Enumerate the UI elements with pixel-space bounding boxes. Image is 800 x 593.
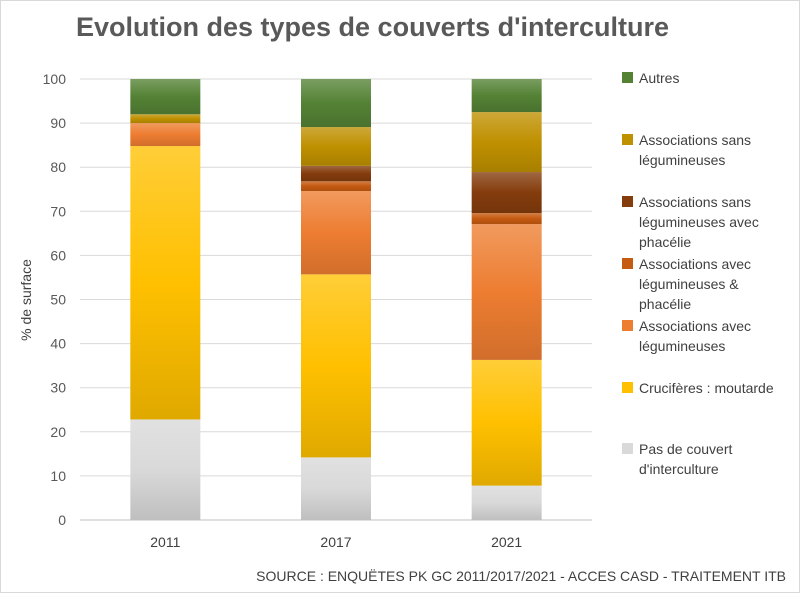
y-tick-label: 80 (50, 159, 66, 175)
bar-segment (301, 457, 371, 520)
y-tick-label: 90 (50, 115, 66, 131)
bar-segment (130, 123, 201, 147)
y-tick-label: 100 (43, 71, 67, 87)
bar-segment (130, 114, 201, 124)
bar-segment (471, 79, 542, 113)
legend-swatch (622, 320, 633, 331)
source-note: SOURCE : ENQUËTES PK GC 2011/2017/2021 -… (256, 568, 786, 584)
x-tick-label: 2021 (491, 534, 522, 550)
legend-swatch (622, 72, 633, 83)
legend-swatch (622, 196, 633, 207)
legend-swatch (622, 443, 633, 454)
y-tick-label: 20 (50, 424, 66, 440)
y-tick-label: 50 (50, 292, 66, 308)
legend-label: Associations avec légumineuses & phacéli… (639, 256, 752, 312)
bar-segment (301, 79, 371, 128)
bar-segment (301, 165, 371, 182)
y-tick-label: 60 (50, 247, 66, 263)
bar-segment (301, 274, 371, 458)
legend-label: Associations sans légumineuses avec phac… (639, 194, 759, 250)
legend-label: Pas de couvert d'interculture (639, 441, 733, 477)
bar-segment (301, 181, 371, 192)
legend-swatch (622, 382, 633, 393)
bar-segment (130, 146, 201, 420)
bar-segment (130, 419, 201, 520)
bar-segment (471, 112, 542, 173)
y-tick-label: 30 (50, 380, 66, 396)
legend-label: Autres (639, 70, 680, 86)
bar-segment (471, 485, 542, 520)
y-tick-label: 70 (50, 203, 66, 219)
legend-swatch (622, 258, 633, 269)
y-tick-label: 10 (50, 468, 66, 484)
legend-swatch (622, 134, 633, 145)
chart-title: Evolution des types de couverts d'interc… (76, 12, 670, 42)
bar-segment (471, 224, 542, 360)
y-tick-label: 40 (50, 336, 66, 352)
legend-label: Associations avec légumineuses (639, 318, 752, 354)
bar-segment (471, 359, 542, 486)
bar-segment (130, 79, 201, 115)
bar-segment (301, 127, 371, 166)
y-tick-label: 0 (58, 512, 66, 528)
bar-segment (471, 172, 542, 214)
legend-label: Crucifères : moutarde (639, 380, 774, 396)
bar-segment (471, 213, 542, 225)
x-tick-label: 2017 (320, 534, 351, 550)
legend-label: Associations sans légumineuses (639, 132, 752, 168)
x-tick-label: 2011 (150, 534, 180, 550)
bar-segment (301, 191, 371, 275)
